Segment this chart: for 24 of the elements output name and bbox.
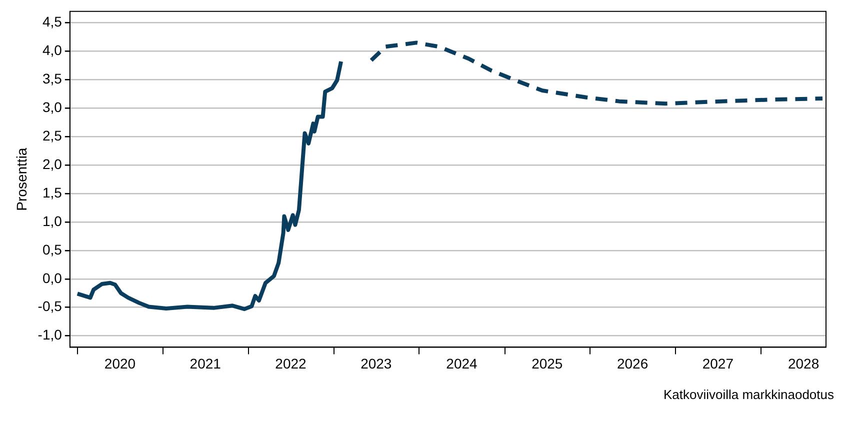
y-tick-label: 4,0 <box>42 42 62 58</box>
x-tick-label: 2021 <box>190 355 222 372</box>
y-tick-label: 4,5 <box>42 14 62 30</box>
x-tick-label: 2020 <box>104 355 136 372</box>
x-tick-label: 2023 <box>360 355 392 372</box>
y-tick-label: 2,5 <box>42 127 62 144</box>
x-tick-label: 2025 <box>532 355 563 372</box>
x-tick-label: 2024 <box>446 355 478 372</box>
y-tick-label: 3,5 <box>42 70 62 87</box>
x-tick-label: 2026 <box>616 355 648 372</box>
y-tick-label: 1,5 <box>42 184 62 200</box>
y-tick-label: 1,0 <box>42 212 62 229</box>
x-tick-label: 2022 <box>275 355 307 372</box>
x-tick-label: 2027 <box>702 355 734 372</box>
y-tick-label: 0,0 <box>42 270 62 286</box>
y-tick-label: -0,5 <box>38 298 62 314</box>
x-tick-label: 2028 <box>788 355 820 372</box>
text: Katkoviivoilla markkinaodotus <box>663 386 834 403</box>
y-tick-label: 0,5 <box>42 241 62 258</box>
line-series <box>369 40 824 106</box>
y-axis-title: Prosenttia <box>13 148 30 211</box>
y-tick-label: -1,0 <box>38 326 62 343</box>
y-tick-label: 3,0 <box>42 99 62 116</box>
y-tick-label: 2,0 <box>42 156 62 172</box>
